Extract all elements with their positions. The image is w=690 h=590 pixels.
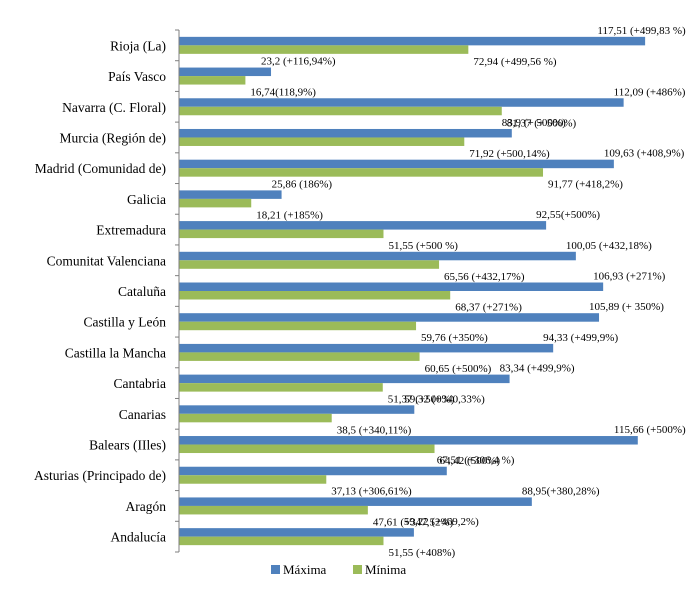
bar-maxima: [179, 282, 604, 291]
bar-maxima: [179, 190, 282, 199]
value-label-minima: 51,37 (+500%): [388, 394, 455, 406]
value-label-maxima: 23,2 (+116,94%): [261, 56, 336, 68]
bar-minima: [179, 106, 502, 116]
legend-swatch-maxima: [271, 565, 280, 574]
value-label-maxima: 106,93 (+271%): [593, 271, 666, 283]
value-label-maxima: 67,51 (+306,4 %): [437, 455, 515, 467]
category-label: Navarra (C. Floral): [62, 100, 166, 115]
bar-maxima: [179, 313, 600, 322]
value-label-maxima: 112,09 (+486%): [614, 86, 686, 98]
value-label-minima: 51,55 (+500 %): [388, 240, 458, 252]
value-label-minima: 37,13 (+306,61%): [331, 486, 412, 498]
value-label-maxima: 100,05 (+432,18%): [566, 240, 652, 252]
legend-swatch-minima: [353, 565, 362, 574]
value-label-maxima: 117,51 (+499,83 %): [597, 25, 686, 37]
category-label: Murcia (Región de): [60, 130, 166, 145]
value-label-minima: 59,76 (+350%): [421, 332, 488, 344]
value-label-maxima: 115,66 (+500%): [614, 424, 686, 436]
value-labels: 117,51 (+499,83 %) 72,94 (+499,56 %) 23,2 …: [250, 25, 686, 559]
value-label-maxima: 59,22 (+469,2%): [404, 516, 479, 528]
bar-maxima: [179, 128, 512, 138]
category-label: Galicia: [127, 192, 166, 207]
legend: Máxima Mínima: [271, 562, 406, 577]
value-label-minima: 65,56 (+432,17%): [444, 271, 525, 283]
bar-minima: [179, 76, 246, 85]
bar-maxima: [179, 374, 510, 384]
legend-label-maxima: Máxima: [283, 562, 327, 577]
category-label: Balears (IIles): [89, 438, 166, 453]
value-label-minima: 51,55 (+408%): [388, 547, 455, 559]
value-label-maxima: 83,9 (+ 500%): [502, 117, 566, 129]
legend-label-minima: Mínima: [365, 562, 406, 577]
bar-minima: [179, 444, 435, 454]
value-label-minima: 71,92 (+500,14%): [469, 148, 550, 160]
category-label: Cantabria: [114, 376, 166, 391]
bar-maxima: [179, 466, 447, 476]
value-label-minima: 91,77 (+418,2%): [548, 179, 623, 191]
bar-maxima: [179, 528, 414, 537]
category-label: Extremadura: [96, 223, 166, 238]
bar-maxima: [179, 436, 638, 445]
value-label-minima: 38,5 (+340,11%): [337, 424, 412, 436]
bar-maxima: [179, 343, 554, 353]
bar-minima: [179, 45, 469, 54]
value-label-minima: 47,61 (+347,52%): [373, 516, 454, 528]
bar-minima: [179, 321, 417, 331]
bar-minima: [179, 260, 440, 269]
value-label-maxima: 92,55(+500%): [536, 209, 600, 221]
bar-minima: [179, 291, 451, 300]
category-label: Rioja (La): [110, 38, 166, 53]
value-label-minima: 18,21 (+185%): [256, 209, 323, 221]
bar-maxima: [179, 159, 614, 169]
bar-minima: [179, 536, 384, 546]
category-label: Canarias: [119, 407, 166, 422]
value-label-maxima: 83,34 (+499,9%): [500, 363, 575, 375]
value-label-minima: 60,65 (+500%): [425, 363, 492, 375]
value-label-maxima: 88,95(+380,28%): [522, 485, 600, 497]
bar-maxima: [179, 497, 532, 506]
bar-maxima: [179, 98, 624, 107]
value-label-maxima: 109,63 (+408,9%): [604, 148, 685, 160]
value-label-minima: 68,37 (+271%): [455, 302, 522, 314]
bar-minima: [179, 413, 332, 423]
bars: [179, 36, 646, 546]
category-labels: Rioja (La) País Vasco Navarra (C. Floral) M…: [34, 29, 179, 553]
bar-maxima: [179, 405, 415, 414]
value-label-maxima: 25,86 (186%): [272, 178, 333, 190]
category-label: País Vasco: [108, 69, 166, 84]
category-label: Castilla la Mancha: [65, 345, 166, 360]
category-label: Aragón: [126, 499, 167, 514]
bar-minima: [179, 475, 327, 484]
bar-minima: [179, 352, 420, 361]
bar-maxima: [179, 36, 646, 46]
value-label-maxima: 94,33 (+499,9%): [543, 332, 618, 344]
value-label-minima: 81,37 (+ 500%): [507, 117, 577, 129]
bar-maxima: [179, 221, 547, 230]
value-label-minima: 72,94 (+499,56 %): [473, 56, 557, 68]
bar-minima: [179, 168, 544, 177]
value-label-minima: 16,74(118,9%): [250, 87, 316, 99]
category-label: Castilla y León: [84, 315, 167, 330]
bar-minima: [179, 137, 465, 146]
bar-minima: [179, 229, 384, 239]
bar-maxima: [179, 67, 272, 77]
category-label: Andalucía: [111, 530, 166, 545]
bar-minima: [179, 198, 252, 208]
category-label: Madrid (Comunidad de): [35, 161, 166, 176]
bar-maxima: [179, 251, 576, 261]
category-label: Asturias (Principado de): [34, 468, 166, 483]
bar-minima: [179, 383, 383, 392]
value-label-maxima: 105,89 (+ 350%): [589, 301, 664, 313]
category-label: Comunitat Valenciana: [47, 253, 166, 268]
category-label: Cataluña: [118, 284, 166, 299]
value-label-maxima: 59,32 (+340,33%): [404, 393, 485, 405]
bar-minima: [179, 505, 368, 515]
value-label-minima: 64,42 (500%): [440, 455, 501, 467]
